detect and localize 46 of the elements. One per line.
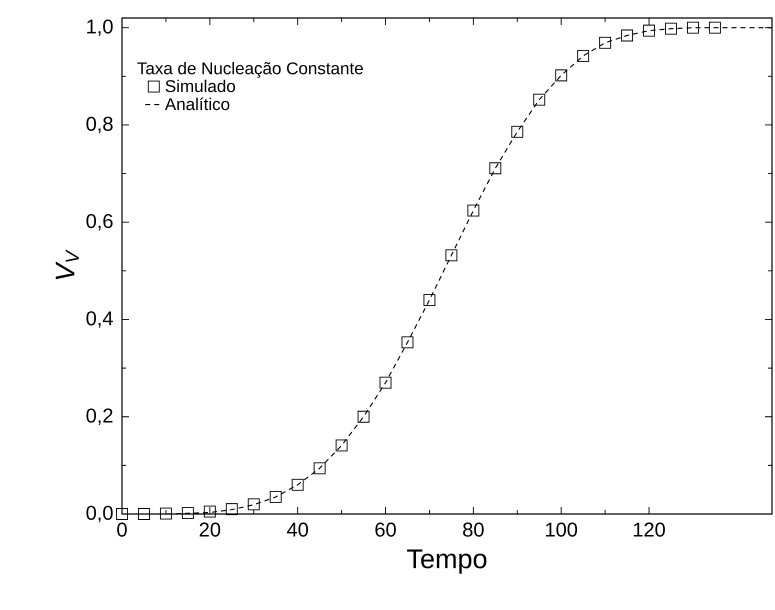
point: [204, 506, 216, 518]
x-axis-title: Tempo: [407, 550, 486, 574]
point: [160, 508, 172, 520]
point: [687, 22, 699, 34]
point: [182, 507, 194, 519]
point: [138, 508, 150, 520]
legend-label: Simulado: [166, 80, 236, 92]
x-tick-label: 40: [287, 522, 308, 537]
point: [248, 498, 260, 510]
y-tick-label: 1,0: [87, 19, 113, 36]
point: [643, 24, 655, 37]
point: [467, 204, 480, 217]
y-tick-label: 0,2: [86, 408, 112, 426]
x-tick-label: 20: [200, 522, 220, 537]
point: [555, 69, 568, 82]
x-tick-label: 120: [634, 522, 665, 537]
point: [292, 478, 304, 491]
point: [402, 336, 414, 348]
point: [665, 22, 677, 35]
point: [423, 294, 436, 306]
x-tick-label: 80: [463, 522, 484, 537]
point: [116, 508, 128, 520]
y-axis-title: V$_{V}$: [56, 249, 79, 280]
point: [358, 410, 370, 423]
y-tick-label: 0,4: [86, 311, 113, 328]
point: [336, 439, 348, 452]
point: [445, 249, 458, 262]
point: [599, 36, 612, 49]
point: [708, 22, 721, 34]
point: [577, 50, 590, 62]
x-tick-label: 100: [546, 522, 578, 537]
x-tick-label: 60: [375, 522, 396, 537]
point: [380, 376, 392, 389]
y-tick-label: 0,8: [86, 116, 113, 134]
y-tick-label: 0,0: [86, 506, 113, 522]
point: [533, 94, 546, 106]
point: [226, 503, 238, 516]
point: [511, 126, 524, 138]
point: [270, 491, 282, 503]
point: [489, 162, 502, 174]
point: [621, 30, 634, 42]
point: [314, 462, 326, 474]
legend-label: Analítico: [164, 98, 230, 110]
legend-title: Taxa de Nucleação Constante: [137, 62, 363, 78]
y-tick-label: 0,6: [86, 214, 113, 230]
x-tick-label: 0: [117, 522, 127, 537]
